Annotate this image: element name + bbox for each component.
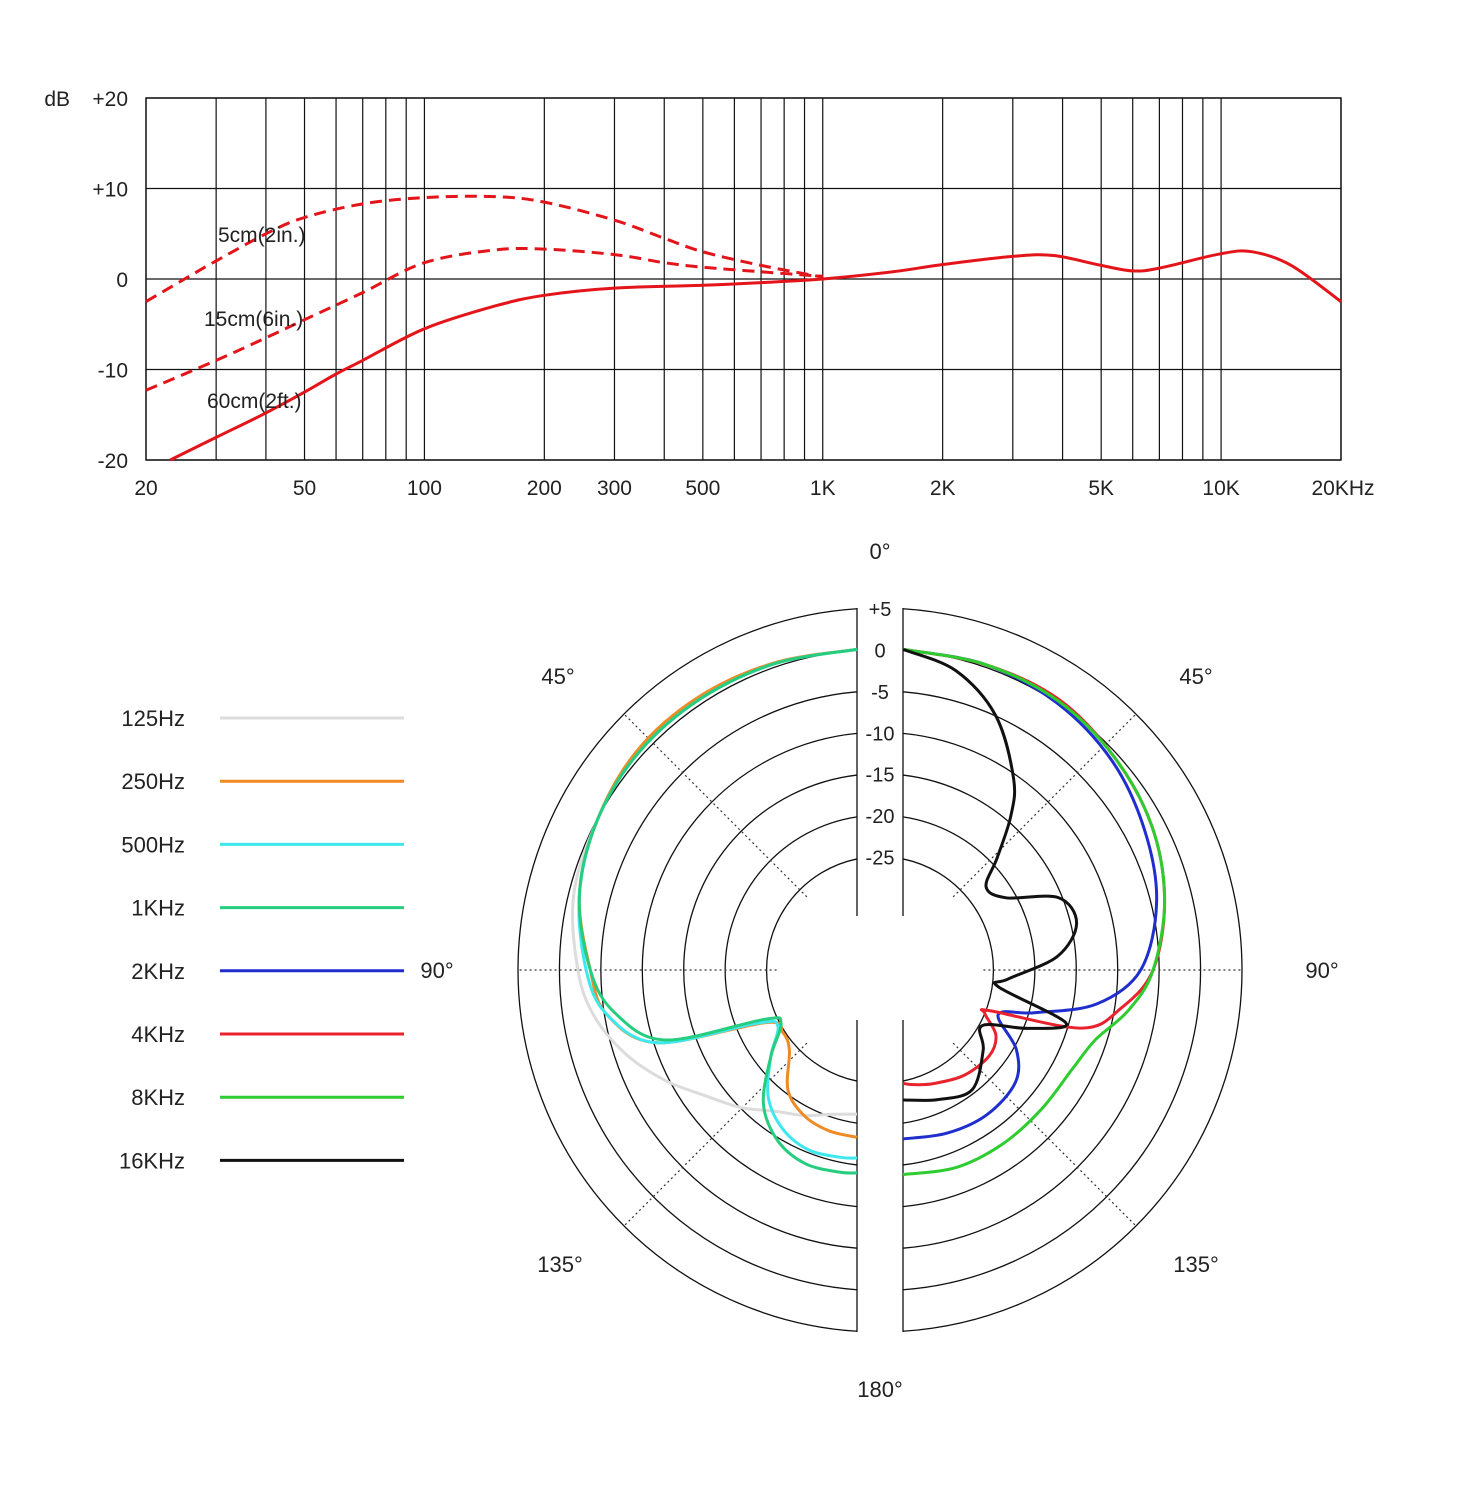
- polar-ring-right: [902, 608, 1243, 1332]
- freq-x-tick-label: 500: [685, 477, 720, 500]
- freq-grid: [145, 97, 1342, 461]
- freq-x-tick-label: 300: [597, 477, 632, 500]
- polar-ring-right: [902, 858, 994, 1082]
- polar-radial-line: [623, 1042, 808, 1227]
- freq-series-label: 15cm(6in.): [204, 308, 303, 331]
- polar-series-curve-3: [577, 647, 858, 1175]
- freq-series-label: 5cm(2in.): [218, 224, 306, 247]
- polar-pattern-chart: +5 0 -5 -10 -15 -20 -25 0° 45° 45° 90° 90° 135° 135° 1…: [420, 539, 1338, 1402]
- freq-series-line-2: [169, 249, 1342, 462]
- polar-ring-left: [641, 732, 858, 1208]
- freq-x-tick-label: 1K: [810, 477, 836, 500]
- legend-label: 500Hz: [121, 832, 185, 857]
- polar-r-tick-label: -20: [866, 806, 895, 828]
- polar-radial-line: [952, 713, 1137, 898]
- polar-angle-label: 45°: [1179, 664, 1212, 689]
- polar-r-tick-label: -5: [871, 682, 889, 704]
- polar-legend: 125Hz 250Hz 500Hz 1KHz 2KHz 4KHz 8KHz 16KHz: [119, 706, 404, 1173]
- freq-y-tick-label: -10: [98, 360, 128, 383]
- polar-angle-label: 90°: [420, 958, 453, 983]
- polar-split-edges: [856, 608, 904, 1332]
- legend-label: 125Hz: [121, 706, 185, 731]
- polar-ring-left: [766, 858, 858, 1082]
- polar-angle-label: 135°: [537, 1252, 583, 1277]
- polar-angle-label: 0°: [869, 539, 890, 564]
- frequency-response-chart: +20 +10 0 -10 -20 dB 20 50 100 200 300 500 1K 2K 5K 10K…: [44, 88, 1374, 500]
- legend-label: 8KHz: [131, 1085, 185, 1110]
- polar-r-tick-label: +5: [869, 599, 892, 621]
- freq-series-line-0: [145, 194, 824, 303]
- legend-label: 16KHz: [119, 1148, 185, 1173]
- freq-x-tick-label: 5K: [1088, 477, 1114, 500]
- freq-x-tick-label: 20KHz: [1311, 477, 1374, 500]
- polar-series-curve-6: [902, 647, 1167, 1177]
- polar-angle-label: 90°: [1305, 958, 1338, 983]
- polar-radials: [518, 713, 1242, 1227]
- freq-series-label: 60cm(2ft.): [207, 390, 302, 413]
- polar-series-curve-5: [902, 647, 1167, 1087]
- freq-x-tick-label: 200: [527, 477, 562, 500]
- freq-x-tick-label: 10K: [1202, 477, 1239, 500]
- freq-y-tick-label: -20: [98, 450, 128, 473]
- polar-radial-line: [952, 1042, 1137, 1227]
- polar-ring-right: [902, 649, 1202, 1291]
- polar-series-curve-7: [902, 647, 1079, 1102]
- polar-radial-line: [623, 713, 808, 898]
- polar-angle-label: 180°: [857, 1377, 903, 1402]
- polar-ring-left: [600, 691, 858, 1249]
- freq-x-tick-label: 2K: [930, 477, 956, 500]
- legend-label: 4KHz: [131, 1022, 185, 1047]
- polar-rings: [517, 608, 1243, 1332]
- polar-r-tick-label: 0: [874, 640, 885, 662]
- freq-x-tick-label: 20: [134, 477, 157, 500]
- polar-angle-label: 135°: [1173, 1252, 1219, 1277]
- polar-ring-left: [517, 608, 858, 1332]
- legend-label: 250Hz: [121, 769, 185, 794]
- freq-plot-frame: [145, 97, 1342, 461]
- freq-y-tick-label: 0: [116, 269, 128, 292]
- polar-series-curve-4: [902, 647, 1159, 1141]
- polar-ring-left: [558, 649, 858, 1291]
- freq-y-tick-label: +10: [92, 179, 128, 202]
- polar-r-tick-label: -15: [866, 765, 895, 787]
- polar-angle-label: 45°: [541, 664, 574, 689]
- legend-label: 2KHz: [131, 959, 185, 984]
- freq-y-tick-label: +20: [92, 88, 128, 111]
- polar-r-tick-label: -10: [866, 723, 895, 745]
- polar-ring-right: [902, 774, 1077, 1166]
- freq-x-tick-label: 100: [407, 477, 442, 500]
- legend-label: 1KHz: [131, 896, 185, 921]
- polar-r-tick-label: -25: [866, 848, 895, 870]
- freq-x-tick-label: 50: [293, 477, 316, 500]
- freq-y-axis-label: dB: [44, 88, 70, 111]
- polar-ring-right: [902, 732, 1119, 1208]
